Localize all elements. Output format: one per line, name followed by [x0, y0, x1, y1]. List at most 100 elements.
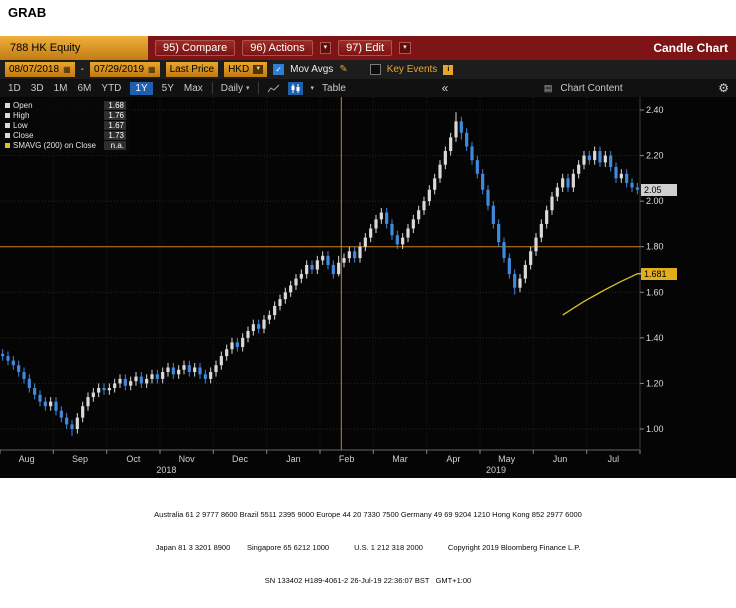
info-icon[interactable]: i — [443, 64, 454, 75]
range-1d[interactable]: 1D — [8, 82, 21, 94]
candle-body — [1, 353, 5, 357]
candle-body — [459, 121, 463, 133]
grab-label: GRAB — [8, 5, 47, 20]
candle-body — [433, 178, 437, 190]
candle-body — [625, 173, 629, 183]
actions-button[interactable]: 96) Actions — [242, 40, 313, 56]
candle-chart-icon[interactable] — [287, 81, 303, 95]
y-tick-label: 1.40 — [646, 333, 664, 343]
mov-avgs-label: Mov Avgs — [290, 64, 334, 75]
candle-body — [219, 356, 223, 366]
range-6m[interactable]: 6M — [77, 82, 92, 94]
line-chart-icon[interactable] — [267, 83, 280, 94]
gear-icon[interactable]: ⚙ — [718, 81, 730, 95]
candle-chart-plot[interactable]: 2.40 2.20 2.00 1.80 1.60 1.40 1.20 1.00 Aug Sep Oc… — [0, 97, 736, 478]
candle-body — [182, 365, 186, 370]
candle-body — [358, 246, 362, 259]
bloomberg-terminal: GRAB 788 HK Equity 95) Compare 96) Actio… — [0, 5, 736, 585]
legend-value: 1.67 — [104, 120, 126, 130]
candle-body — [470, 146, 474, 161]
candle-body — [502, 242, 506, 259]
candle-body — [422, 201, 426, 211]
date-from-value: 08/07/2018 — [9, 64, 60, 75]
candle-body — [209, 372, 213, 379]
candle-body — [171, 367, 175, 375]
mov-avgs-checkbox[interactable]: ✓ — [273, 64, 285, 75]
divider — [257, 82, 259, 94]
chart-content-button[interactable]: Chart Content — [560, 82, 623, 94]
smavg-label: SMAVG (200) on Close — [13, 140, 96, 150]
candle-body — [523, 264, 527, 279]
calendar-icon[interactable]: ▦ — [148, 64, 156, 74]
currency-value: HKD — [228, 64, 250, 75]
calendar-icon[interactable]: ▦ — [63, 64, 71, 74]
candle-body — [486, 189, 490, 206]
chart-style-dropdown-icon[interactable]: ▾ — [310, 85, 315, 92]
last-price-axis-tag: 2.05 — [641, 183, 677, 196]
date-from-field[interactable]: 08/07/2018 ▦ — [5, 62, 75, 77]
candle-body — [337, 262, 341, 275]
terminal-footer: Australia 61 2 9777 8600 Brazil 5511 239… — [0, 478, 736, 585]
legend-label: Close — [13, 130, 34, 140]
candle-body — [22, 372, 26, 379]
close-swatch-icon — [5, 132, 10, 138]
compare-button[interactable]: 95) Compare — [155, 40, 236, 56]
candle-body — [257, 324, 261, 329]
range-1y-selected[interactable]: 1Y — [130, 81, 153, 95]
chevron-down-icon[interactable]: ▼ — [253, 65, 264, 74]
candle-body — [193, 367, 197, 373]
field-toolbar: 08/07/2018 ▦ - 07/29/2019 ▦ Last Price H… — [0, 60, 736, 79]
candle-body — [49, 401, 53, 407]
candle-body — [481, 173, 485, 190]
actions-dropdown-icon[interactable]: ▾ — [319, 42, 332, 54]
date-to-field[interactable]: 07/29/2019 ▦ — [89, 62, 160, 77]
candle-body — [6, 356, 10, 361]
edit-button[interactable]: 97) Edit — [338, 40, 393, 56]
month-label: Apr — [446, 454, 460, 464]
candle-body — [262, 319, 266, 329]
candle-body — [177, 369, 181, 375]
month-label: Jul — [608, 454, 620, 464]
candle-body — [619, 173, 623, 179]
period-select[interactable]: Daily ▾ — [221, 83, 250, 94]
candle-body — [518, 278, 522, 288]
smavg-price-axis-tag: 1.681 — [641, 267, 677, 280]
edit-dropdown-icon[interactable]: ▾ — [399, 42, 411, 54]
candle-body — [411, 219, 415, 229]
candle-body — [475, 160, 479, 174]
month-label: Sep — [72, 454, 88, 464]
currency-select[interactable]: HKD ▼ — [224, 62, 268, 77]
candle-body — [497, 223, 501, 243]
price-field-select[interactable]: Last Price — [165, 62, 219, 77]
range-ytd[interactable]: YTD — [101, 82, 122, 94]
chart-content-icon: ▤ — [543, 82, 553, 93]
candle-body — [427, 189, 431, 202]
range-max[interactable]: Max — [183, 82, 203, 94]
candle-body — [491, 205, 495, 224]
candle-body — [555, 187, 559, 197]
range-1m[interactable]: 1M — [53, 82, 68, 94]
candle-body — [187, 365, 191, 373]
candle-body — [118, 378, 122, 384]
edit-pencil-icon[interactable]: ✎ — [339, 64, 348, 75]
candle-body — [534, 237, 538, 252]
date-to-value: 07/29/2019 — [93, 64, 145, 75]
table-button[interactable]: Table — [322, 82, 346, 94]
candle-body — [315, 260, 319, 270]
candle-body — [587, 155, 591, 161]
legend-label: Open — [13, 100, 33, 110]
candle-body — [449, 137, 453, 152]
candle-body — [582, 155, 586, 165]
ticker-field[interactable]: 788 HK Equity — [0, 36, 148, 60]
candle-body — [390, 223, 394, 236]
candle-body — [43, 401, 47, 407]
y-tick-label: 1.00 — [646, 424, 664, 434]
month-label: Oct — [126, 454, 141, 464]
key-events-checkbox[interactable] — [369, 64, 381, 75]
range-5y[interactable]: 5Y — [161, 82, 174, 94]
collapse-panel-button[interactable]: « — [441, 81, 449, 95]
legend-row-open: Open 1.68 — [5, 100, 126, 110]
candle-body — [145, 378, 149, 384]
month-label: Jan — [286, 454, 301, 464]
range-3d[interactable]: 3D — [30, 82, 44, 94]
